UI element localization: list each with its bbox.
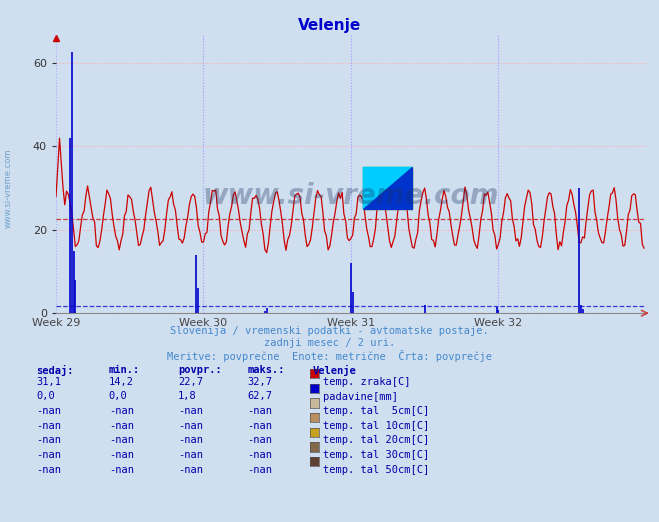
Text: -nan: -nan: [247, 465, 272, 474]
Text: -nan: -nan: [109, 465, 134, 474]
Text: -nan: -nan: [247, 450, 272, 460]
Text: www.si-vreme.com: www.si-vreme.com: [4, 148, 13, 228]
Text: 62,7: 62,7: [247, 392, 272, 401]
Text: sedaj:: sedaj:: [36, 365, 74, 376]
Text: Velenje: Velenje: [313, 365, 357, 376]
Text: 22,7: 22,7: [178, 377, 203, 387]
Text: zadnji mesec / 2 uri.: zadnji mesec / 2 uri.: [264, 338, 395, 348]
Text: padavine[mm]: padavine[mm]: [323, 392, 398, 401]
Text: -nan: -nan: [36, 465, 61, 474]
Text: -nan: -nan: [178, 450, 203, 460]
Text: -nan: -nan: [178, 421, 203, 431]
Text: povpr.:: povpr.:: [178, 365, 221, 375]
Text: maks.:: maks.:: [247, 365, 285, 375]
Text: -nan: -nan: [109, 406, 134, 416]
Text: -nan: -nan: [178, 435, 203, 445]
Text: min.:: min.:: [109, 365, 140, 375]
Polygon shape: [363, 168, 413, 209]
Text: -nan: -nan: [109, 421, 134, 431]
Text: -nan: -nan: [36, 450, 61, 460]
Text: temp. tal 20cm[C]: temp. tal 20cm[C]: [323, 435, 429, 445]
Text: temp. tal 10cm[C]: temp. tal 10cm[C]: [323, 421, 429, 431]
Text: -nan: -nan: [109, 450, 134, 460]
Text: -nan: -nan: [247, 406, 272, 416]
Text: -nan: -nan: [36, 406, 61, 416]
Text: -nan: -nan: [247, 421, 272, 431]
Text: temp. zraka[C]: temp. zraka[C]: [323, 377, 411, 387]
Text: 14,2: 14,2: [109, 377, 134, 387]
Text: temp. tal  5cm[C]: temp. tal 5cm[C]: [323, 406, 429, 416]
Text: 0,0: 0,0: [36, 392, 55, 401]
Text: Slovenija / vremenski podatki - avtomatske postaje.: Slovenija / vremenski podatki - avtomats…: [170, 326, 489, 336]
Polygon shape: [363, 168, 413, 209]
Text: -nan: -nan: [36, 435, 61, 445]
Text: temp. tal 30cm[C]: temp. tal 30cm[C]: [323, 450, 429, 460]
Text: -nan: -nan: [36, 421, 61, 431]
Text: 31,1: 31,1: [36, 377, 61, 387]
Text: 32,7: 32,7: [247, 377, 272, 387]
Text: -nan: -nan: [178, 465, 203, 474]
Text: Meritve: povprečne  Enote: metrične  Črta: povprečje: Meritve: povprečne Enote: metrične Črta:…: [167, 350, 492, 362]
Text: temp. tal 50cm[C]: temp. tal 50cm[C]: [323, 465, 429, 474]
Text: -nan: -nan: [109, 435, 134, 445]
Text: Velenje: Velenje: [298, 18, 361, 33]
Text: www.si-vreme.com: www.si-vreme.com: [203, 182, 499, 210]
Text: 1,8: 1,8: [178, 392, 196, 401]
Polygon shape: [363, 168, 413, 209]
Text: -nan: -nan: [178, 406, 203, 416]
Text: 0,0: 0,0: [109, 392, 127, 401]
Text: -nan: -nan: [247, 435, 272, 445]
